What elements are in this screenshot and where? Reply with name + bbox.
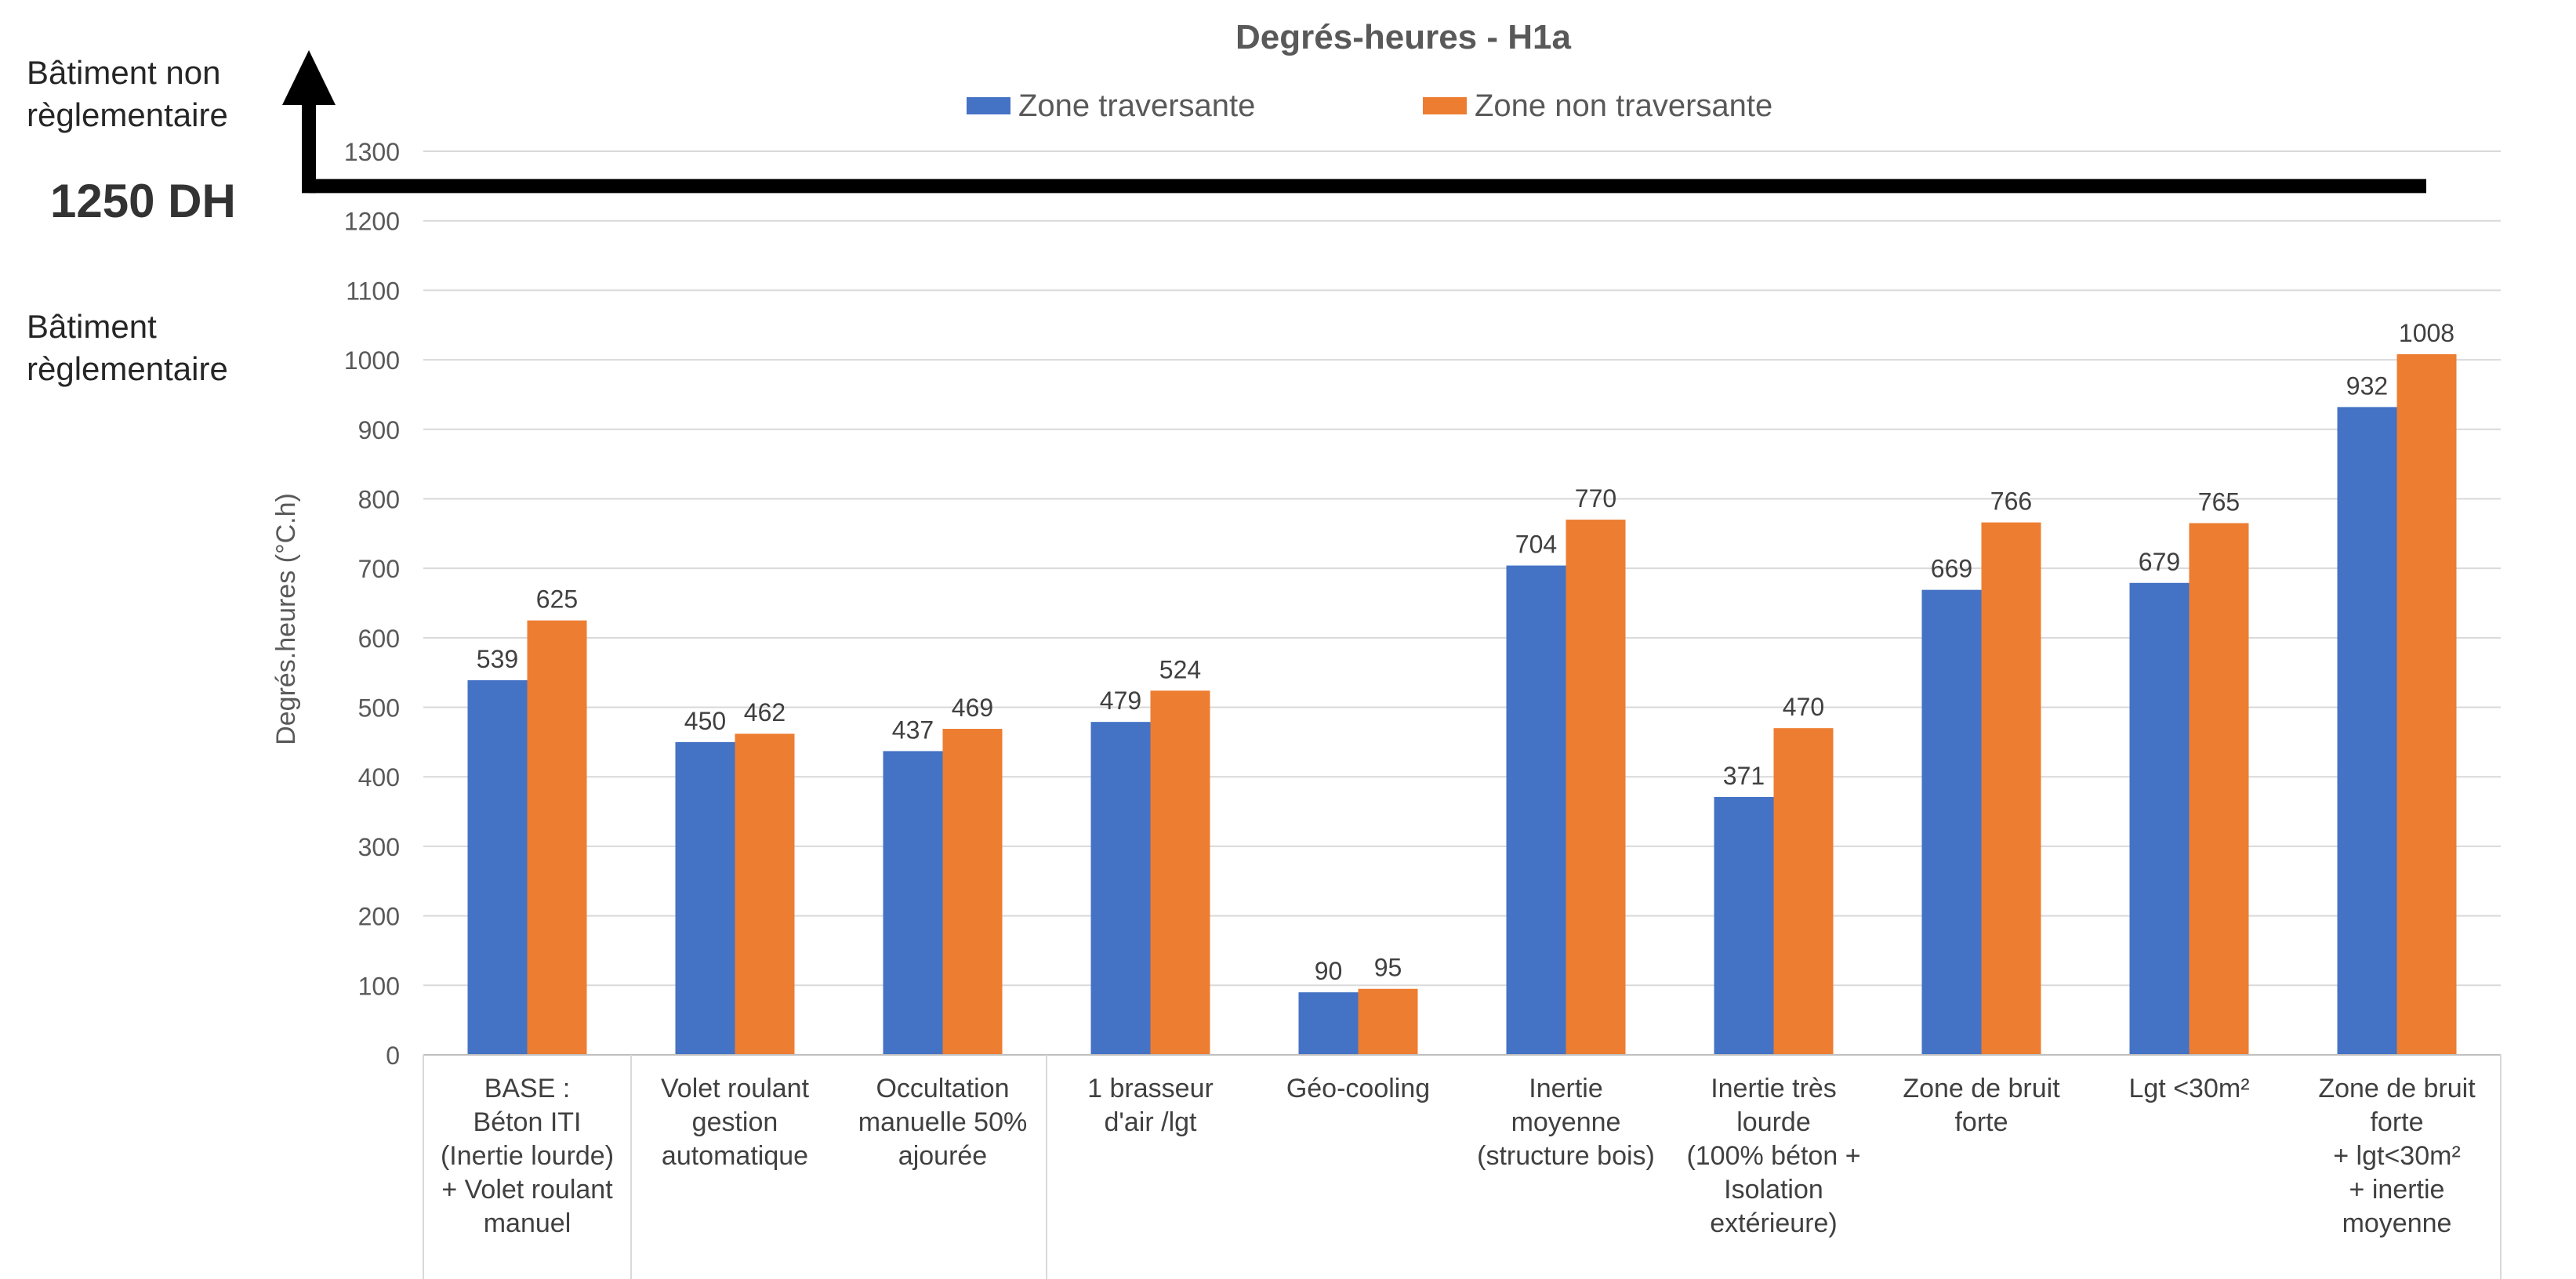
threshold-arrow-head bbox=[282, 50, 336, 105]
bars: 539 450 437 479 90 704 371 669 679 932 625 462 469 52… bbox=[467, 319, 2457, 1055]
y-tick-label: 300 bbox=[358, 833, 400, 861]
x-tick-label: Volet roulant gestion automatique bbox=[661, 1074, 810, 1171]
data-label: 679 bbox=[2139, 548, 2180, 576]
x-tick-label: 1 brasseur d'air /lgt bbox=[1087, 1074, 1214, 1137]
data-label: 625 bbox=[536, 585, 578, 614]
legend-label: Zone traversante bbox=[1018, 89, 1255, 123]
bar bbox=[942, 729, 1003, 1055]
x-tick-label: Zone de bruit forte bbox=[1903, 1074, 2060, 1137]
bar bbox=[1981, 522, 2041, 1055]
x-tick-label: Inertie très lourde (100% béton + Isolation… bbox=[1686, 1074, 1860, 1238]
y-tick-label: 200 bbox=[358, 903, 400, 931]
bar bbox=[1714, 796, 1774, 1055]
bar bbox=[2396, 353, 2457, 1055]
data-label: 469 bbox=[952, 694, 993, 722]
data-label: 462 bbox=[744, 698, 785, 726]
legend-label: Zone non traversante bbox=[1475, 89, 1772, 123]
data-label: 539 bbox=[477, 645, 518, 673]
bar bbox=[1921, 589, 1982, 1055]
y-tick-label: 400 bbox=[358, 763, 400, 792]
x-axis: BASE : Béton ITI (Inertie lourde) + Volet r… bbox=[423, 1054, 2502, 1279]
non-regulatory-label: Bâtiment non règlementaire bbox=[27, 54, 228, 133]
bar bbox=[883, 751, 943, 1055]
x-tick-label: Géo-cooling bbox=[1286, 1074, 1430, 1103]
y-tick-label: 0 bbox=[386, 1042, 400, 1070]
regulatory-label: Bâtiment règlementaire bbox=[27, 308, 228, 387]
y-axis-label: Degrés.heures (°C.h) bbox=[271, 493, 301, 745]
data-label: 524 bbox=[1159, 655, 1201, 683]
bar bbox=[735, 734, 795, 1055]
data-label: 437 bbox=[892, 716, 934, 744]
data-label: 932 bbox=[2346, 371, 2388, 400]
bar bbox=[1298, 992, 1359, 1055]
data-label: 90 bbox=[1315, 957, 1343, 985]
x-tick-label: Occultation manuelle 50% ajourée bbox=[858, 1074, 1027, 1171]
bar bbox=[1150, 690, 1210, 1055]
bar bbox=[1566, 520, 1626, 1055]
data-label: 371 bbox=[1723, 762, 1765, 790]
threshold-value-label: 1250 DH bbox=[50, 175, 236, 227]
x-tick-label: BASE : Béton ITI (Inertie lourde) + Volet r… bbox=[441, 1074, 614, 1238]
data-label: 450 bbox=[684, 707, 726, 735]
bar bbox=[2129, 582, 2190, 1055]
data-label: 479 bbox=[1100, 687, 1141, 715]
y-axis-ticks: 0 100 200 300 400 500 600 700 800 900 1000 1100 1200… bbox=[344, 138, 400, 1070]
y-tick-label: 700 bbox=[358, 555, 400, 583]
y-tick-label: 800 bbox=[358, 485, 400, 513]
data-label: 669 bbox=[1931, 555, 1972, 583]
data-label: 95 bbox=[1374, 954, 1402, 982]
data-label: 1008 bbox=[2399, 319, 2454, 347]
y-tick-label: 100 bbox=[358, 972, 400, 1000]
bar bbox=[1773, 728, 1834, 1055]
legend-swatch bbox=[967, 97, 1010, 114]
x-tick-label: Lgt <30m² bbox=[2128, 1074, 2249, 1103]
y-tick-label: 500 bbox=[358, 694, 400, 723]
data-label: 770 bbox=[1575, 484, 1616, 513]
bar bbox=[2189, 523, 2249, 1055]
y-tick-label: 1300 bbox=[344, 138, 400, 166]
bar bbox=[1358, 988, 1418, 1055]
data-label: 470 bbox=[1783, 693, 1824, 721]
y-tick-label: 1100 bbox=[346, 277, 400, 305]
bar bbox=[675, 741, 735, 1055]
y-tick-label: 1000 bbox=[344, 346, 400, 375]
bar bbox=[2337, 407, 2397, 1055]
threshold-arrow bbox=[282, 50, 2426, 194]
data-label: 765 bbox=[2198, 488, 2240, 516]
chart-legend: Zone traversante Zone non traversante bbox=[967, 89, 1772, 123]
x-tick-label: Inertie moyenne (structure bois) bbox=[1477, 1074, 1655, 1171]
data-label: 766 bbox=[1990, 487, 2032, 516]
y-tick-label: 1200 bbox=[344, 208, 400, 236]
bar bbox=[527, 620, 587, 1055]
legend-swatch bbox=[1423, 97, 1467, 114]
y-tick-label: 600 bbox=[358, 625, 400, 653]
bar bbox=[467, 679, 528, 1055]
bar bbox=[1506, 565, 1566, 1055]
data-label: 704 bbox=[1515, 531, 1557, 559]
bar bbox=[1090, 722, 1151, 1055]
y-tick-label: 900 bbox=[358, 416, 400, 444]
x-tick-label: Zone de bruit forte + lgt<30m² + inertie moy… bbox=[2318, 1074, 2476, 1238]
chart-title: Degrés-heures - H1a bbox=[1235, 18, 1571, 56]
